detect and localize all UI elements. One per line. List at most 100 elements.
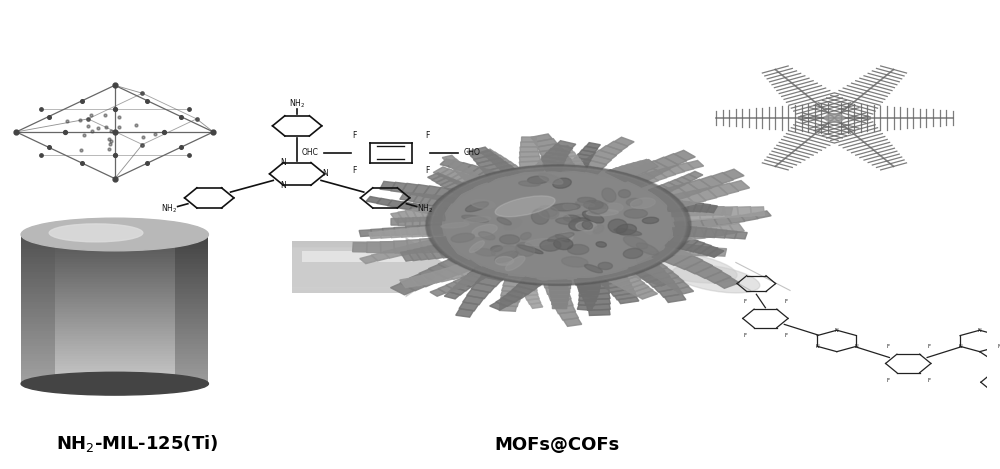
Bar [175,244,208,247]
Polygon shape [710,225,725,236]
Ellipse shape [540,240,561,251]
Text: N: N [958,344,962,349]
Polygon shape [657,167,676,177]
Bar [21,279,208,282]
Ellipse shape [553,178,571,188]
Bar [21,272,208,274]
Bar [21,341,208,344]
Bar [175,236,208,240]
Polygon shape [442,189,463,203]
Ellipse shape [427,166,690,285]
Polygon shape [593,150,617,160]
Bar [175,373,208,376]
Ellipse shape [504,219,521,230]
Polygon shape [668,200,675,212]
Ellipse shape [428,166,688,284]
Polygon shape [687,202,697,212]
Polygon shape [648,277,675,287]
Polygon shape [718,183,739,194]
Ellipse shape [427,166,689,285]
Ellipse shape [578,221,592,234]
Bar [21,381,55,384]
Polygon shape [674,256,703,270]
Bar [21,279,55,282]
Polygon shape [578,300,595,306]
Ellipse shape [531,209,549,224]
Bar [21,303,208,307]
Polygon shape [656,280,668,286]
Ellipse shape [425,165,691,286]
Polygon shape [674,201,682,212]
Polygon shape [603,280,632,289]
Polygon shape [674,150,695,160]
Bar [175,294,208,297]
Polygon shape [446,159,461,166]
Polygon shape [607,285,634,292]
Polygon shape [629,269,645,276]
Polygon shape [521,287,537,291]
Bar [175,316,208,319]
Bar [21,254,55,257]
Ellipse shape [432,167,685,283]
Polygon shape [750,207,764,216]
Bar [21,264,208,267]
Polygon shape [534,139,557,147]
Ellipse shape [429,166,688,284]
Polygon shape [676,177,691,184]
Polygon shape [527,299,541,304]
Bar [21,353,55,356]
Bar [175,341,208,344]
Polygon shape [705,206,715,215]
Polygon shape [669,282,689,290]
Polygon shape [420,194,433,204]
Bar [21,346,55,349]
Polygon shape [501,291,523,297]
Polygon shape [400,279,425,291]
Ellipse shape [431,167,686,283]
Polygon shape [421,272,441,284]
Ellipse shape [672,265,760,293]
Polygon shape [582,146,598,152]
Polygon shape [686,241,705,252]
Polygon shape [380,182,395,190]
Polygon shape [695,266,722,279]
Bar [175,303,208,307]
Polygon shape [379,231,392,238]
Ellipse shape [584,200,603,209]
Bar [175,247,208,250]
Polygon shape [521,277,544,286]
Polygon shape [629,163,646,172]
Bar [292,264,411,267]
Polygon shape [434,217,442,227]
Bar [175,257,208,259]
Bar [21,236,55,240]
Ellipse shape [430,167,687,283]
Bar [21,276,55,279]
Polygon shape [617,166,637,177]
Polygon shape [654,283,679,292]
Polygon shape [548,280,571,285]
Polygon shape [496,298,514,306]
Polygon shape [651,278,664,284]
Ellipse shape [624,209,647,218]
Polygon shape [499,301,519,307]
Polygon shape [440,159,454,166]
Polygon shape [444,181,463,190]
Text: OHC: OHC [302,148,318,158]
Bar [21,276,208,279]
Polygon shape [701,246,718,256]
Polygon shape [475,267,496,277]
Polygon shape [628,261,660,273]
Polygon shape [577,282,609,290]
Polygon shape [656,272,679,282]
Polygon shape [537,144,562,152]
Ellipse shape [497,218,511,225]
Ellipse shape [428,166,689,285]
Bar [21,333,208,336]
Polygon shape [552,299,573,307]
Polygon shape [517,281,539,290]
Polygon shape [360,256,377,264]
Bar [21,291,55,294]
Polygon shape [438,260,469,275]
Polygon shape [414,248,428,260]
